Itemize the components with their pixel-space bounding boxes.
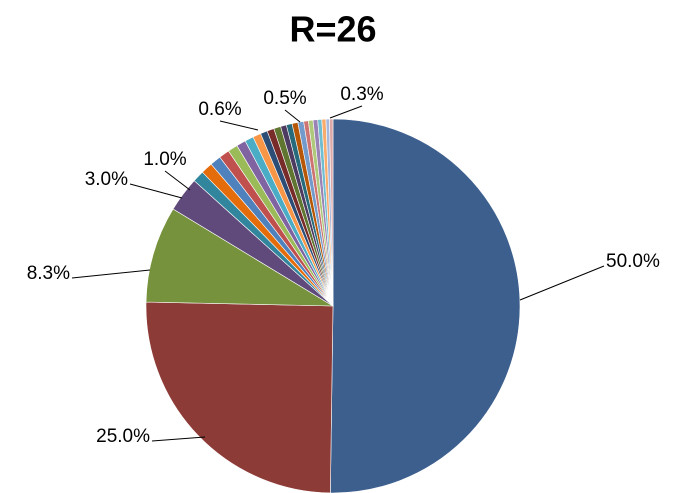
leader-line <box>284 109 301 123</box>
data-label: 3.0% <box>85 169 128 190</box>
pie-slice <box>145 301 334 493</box>
leader-line <box>519 265 605 301</box>
leader-line <box>129 183 183 199</box>
data-label: 25.0% <box>96 426 150 447</box>
data-label: 0.3% <box>340 84 383 105</box>
leader-line <box>151 436 206 442</box>
pie-slice <box>145 208 335 307</box>
data-label: 8.3% <box>27 263 70 284</box>
data-label: 0.5% <box>263 88 306 109</box>
data-label: 50.0% <box>606 251 660 272</box>
data-label: 1.0% <box>143 149 186 170</box>
leader-line <box>329 105 363 119</box>
leader-line <box>219 120 259 131</box>
pie-slice <box>330 118 521 493</box>
chart-title: R=26 <box>289 9 376 50</box>
data-label: 0.6% <box>198 99 241 120</box>
leader-line <box>71 269 151 279</box>
leader-line <box>164 170 191 191</box>
pie-slice <box>329 118 334 307</box>
